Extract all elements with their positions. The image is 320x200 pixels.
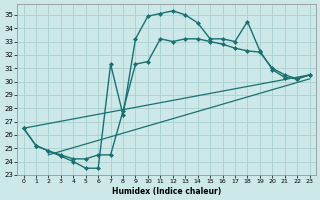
X-axis label: Humidex (Indice chaleur): Humidex (Indice chaleur) <box>112 187 221 196</box>
